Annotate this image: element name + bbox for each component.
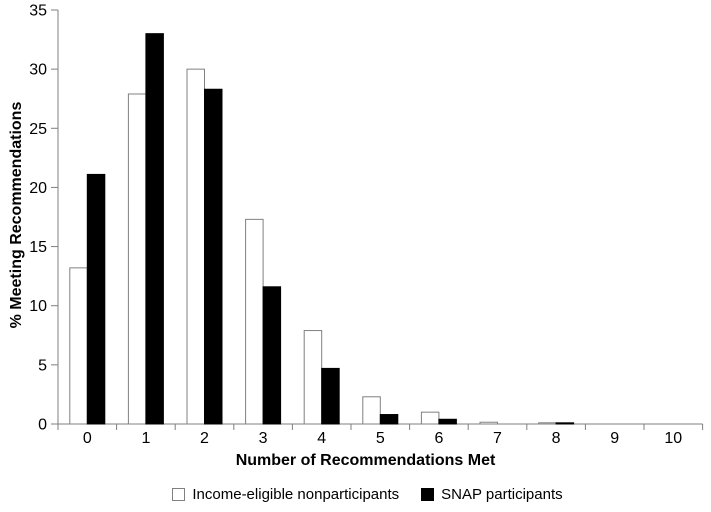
bar-snap-participants-1: [145, 33, 164, 425]
legend: Income-eligible nonparticipants SNAP par…: [12, 486, 711, 503]
bar-snap-participants-4: [321, 367, 340, 425]
bar-income-eligible-nonparticipants-1: [127, 93, 147, 425]
plot-area: 0 5 10 15 20 25 30 35 0 1 2 3 4 5 6 7 8 9 10: [29, 3, 704, 447]
x-tick-label: 9: [610, 430, 619, 447]
x-tick-label: 4: [317, 430, 326, 447]
bar-snap-participants-3: [262, 286, 282, 425]
x-tick-label: 7: [493, 430, 502, 447]
bar-snap-participants-8: [555, 422, 575, 425]
bar-snap-participants-6: [438, 418, 457, 425]
x-tick-label: 5: [376, 430, 385, 447]
x-tick-label: 0: [83, 430, 92, 447]
bar-snap-participants-2: [204, 88, 223, 425]
y-tick-label: 10: [29, 298, 47, 315]
y-tick-label: 20: [29, 180, 47, 197]
legend-item-snap: SNAP participants: [421, 486, 563, 503]
bar-snap-participants-0: [86, 173, 106, 425]
y-tick-label: 5: [38, 357, 47, 374]
bar-income-eligible-nonparticipants-7: [479, 421, 498, 425]
y-tick-label: 0: [38, 417, 47, 434]
legend-item-nonparticipants: Income-eligible nonparticipants: [172, 486, 399, 503]
y-tick-label: 15: [29, 239, 47, 256]
bar-snap-participants-5: [379, 414, 399, 425]
y-tick-label: 35: [29, 3, 47, 20]
x-tick-label: 2: [200, 430, 209, 447]
filled-square-icon: [421, 488, 435, 501]
legend-label-snap: SNAP participants: [441, 486, 563, 503]
bar-income-eligible-nonparticipants-8: [538, 422, 557, 425]
x-tick-label: 10: [664, 430, 682, 447]
legend-label-nonparticipants: Income-eligible nonparticipants: [192, 486, 400, 503]
x-axis-title: Number of Recommendations Met: [235, 452, 496, 469]
x-tick-label: 1: [141, 430, 150, 447]
open-square-icon: [172, 488, 186, 501]
x-tick-label: 3: [259, 430, 268, 447]
y-tick-label: 25: [29, 121, 47, 138]
bar-income-eligible-nonparticipants-5: [362, 396, 381, 425]
bar-income-eligible-nonparticipants-0: [69, 267, 88, 425]
bar-income-eligible-nonparticipants-4: [303, 330, 323, 425]
bar-income-eligible-nonparticipants-6: [420, 411, 440, 425]
bar-income-eligible-nonparticipants-2: [186, 68, 205, 425]
x-tick-label: 8: [552, 430, 561, 447]
y-axis-title: % Meeting Recommendations: [8, 101, 25, 329]
y-tick-label: 30: [29, 62, 47, 79]
bar-income-eligible-nonparticipants-3: [245, 218, 264, 425]
x-tick-label: 6: [434, 430, 443, 447]
